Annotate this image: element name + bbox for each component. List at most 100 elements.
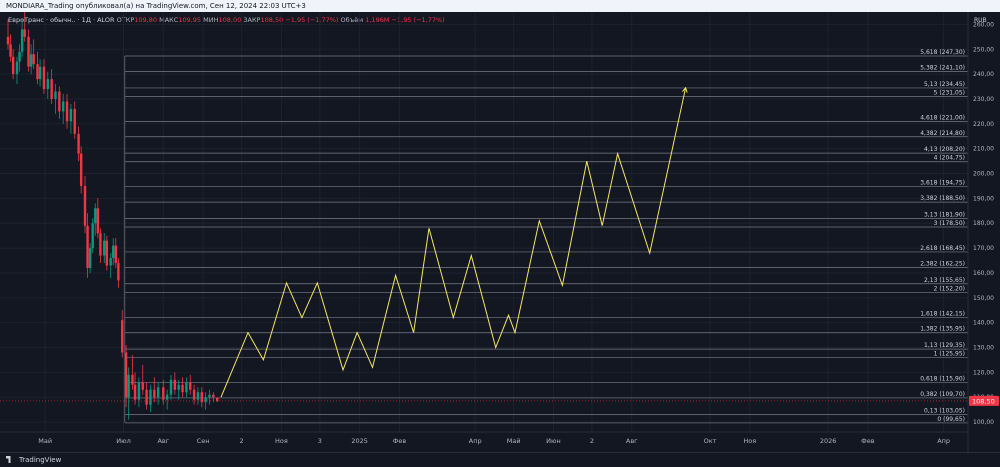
time-tick-label: Окт [704, 437, 717, 445]
candle-body [42, 66, 46, 90]
candle-body [137, 382, 141, 400]
fib-level-label: 0,382 (109,70) [920, 391, 965, 398]
projection-path [220, 86, 688, 398]
candle-body [94, 208, 97, 224]
candle-body [200, 392, 203, 403]
candle-body [215, 397, 219, 401]
candle-body [103, 240, 106, 256]
time-tick-label: Авг [157, 437, 169, 445]
time-tick-label: Июн [546, 437, 561, 445]
candle-body [185, 382, 188, 393]
time-tick-label: 2 [590, 437, 594, 445]
candle-body [127, 374, 130, 398]
time-tick-label: Фев [861, 437, 875, 445]
price-tick-label: 140,00 [973, 320, 994, 327]
close-value: 108,50 [260, 16, 284, 24]
candle-body [141, 382, 144, 390]
fib-level-label: 5 (231,05) [934, 89, 965, 96]
candle-body [105, 240, 109, 266]
open-label: ОТКР [116, 16, 135, 24]
fib-level-label: 3,382 (188,50) [920, 195, 965, 202]
candle-body [6, 36, 10, 45]
symbol-name: ЕвроТранс · обычн.. · 1Д · ALOR [8, 16, 115, 24]
time-tick-label: Апр [937, 437, 950, 445]
high-value: 109,95 [178, 16, 202, 24]
fib-levels: 0 (99,65) 0,13 (103,05) 0,382 (109,70) 0,61… [124, 49, 968, 424]
candle-body [65, 101, 69, 122]
open-value: 109,80 [134, 16, 158, 24]
price-chart[interactable]: 0 (99,65) 0,13 (103,05) 0,382 (109,70) 0,61… [0, 0, 1000, 452]
candle-body [61, 101, 65, 112]
fib-level-label: 3 (178,50) [934, 220, 965, 227]
grid [0, 12, 968, 432]
price-tick-label: 220,00 [973, 121, 994, 128]
fib-level-label: 5,618 (247,30) [920, 49, 965, 56]
candle-body [46, 79, 49, 90]
candle-body [15, 61, 19, 75]
candle-body [38, 66, 42, 80]
fib-level-label: 5,13 (234,45) [924, 81, 965, 88]
fib-level-label: 4,618 (221,00) [920, 114, 965, 121]
candle-body [124, 352, 128, 398]
price-tick-label: 200,00 [973, 171, 994, 178]
currency-label: RUB [974, 17, 987, 24]
candle-body [165, 394, 169, 400]
candle-body [9, 44, 12, 57]
fib-level-label: 4 (204,75) [934, 155, 965, 162]
projection-arrowhead [682, 86, 688, 93]
candle-body [73, 108, 76, 134]
candle-body [177, 384, 180, 390]
fib-level-label: 2 (152,20) [934, 285, 965, 292]
volume-change: −1,95 (−1,77%) [391, 16, 445, 24]
time-tick-label: 2 [240, 437, 244, 445]
change-value: −1,95 (−1,77%) [285, 16, 339, 24]
candle-body [79, 153, 83, 186]
tradingview-logo-icon [6, 456, 11, 463]
price-tick-label: 170,00 [973, 245, 994, 252]
candle-body [169, 379, 173, 395]
candle-body [32, 54, 35, 65]
volume-value: 1,196M [365, 16, 390, 24]
time-tick-label: Май [507, 437, 521, 445]
fib-level-label: 1,13 (129,35) [924, 342, 965, 349]
price-tick-label: 150,00 [973, 295, 994, 302]
current-price-tag [969, 395, 999, 406]
candle-body [18, 51, 21, 62]
candle-body [149, 389, 152, 405]
candle-body [69, 108, 73, 122]
candle-body [196, 392, 200, 400]
price-tick-label: 100,00 [973, 419, 994, 426]
candle-body [114, 245, 118, 264]
price-tick-label: 240,00 [973, 71, 994, 78]
fib-level-label: 1,618 (142,15) [920, 310, 965, 317]
projection-line [220, 87, 687, 398]
candle-body [54, 91, 57, 99]
price-tick-label: 260,00 [973, 21, 994, 28]
candle-body [208, 394, 211, 398]
price-tick-label: 250,00 [973, 46, 994, 53]
fib-level-label: 2,382 (162,25) [920, 260, 965, 267]
candle-body [23, 29, 26, 37]
candle-body [20, 29, 24, 52]
candle-body [109, 258, 112, 266]
time-tick-label: Июл [116, 437, 131, 445]
time-tick-label: Сен [197, 437, 210, 445]
price-tick-label: 130,00 [973, 345, 994, 352]
candle-body [121, 320, 124, 353]
candle-body [181, 384, 184, 393]
fib-level-label: 0,13 (103,05) [924, 407, 965, 414]
price-axis[interactable]: RUB100,00110,00120,00130,00140,00150,001… [0, 12, 1000, 452]
fib-level-label: 3,618 (194,75) [920, 180, 965, 187]
candle-body [117, 263, 120, 281]
time-axis[interactable]: Май Июл Авг Сен 2 Ноя 3 2025 Фев Апр Май Июн 2 Авг Окт… [0, 431, 968, 445]
candle-body [11, 56, 15, 75]
time-tick-label: Апр [469, 437, 482, 445]
time-tick-label: Май [38, 437, 52, 445]
price-tick-label: 120,00 [973, 369, 994, 376]
price-tick-label: 210,00 [973, 146, 994, 153]
candle-body [86, 225, 89, 268]
candle-body [192, 389, 196, 400]
fib-level-label: 0,618 (115,90) [920, 376, 965, 383]
fib-level-label: 3,13 (181,90) [924, 212, 965, 219]
current-price-label: 108,50 [972, 397, 995, 405]
